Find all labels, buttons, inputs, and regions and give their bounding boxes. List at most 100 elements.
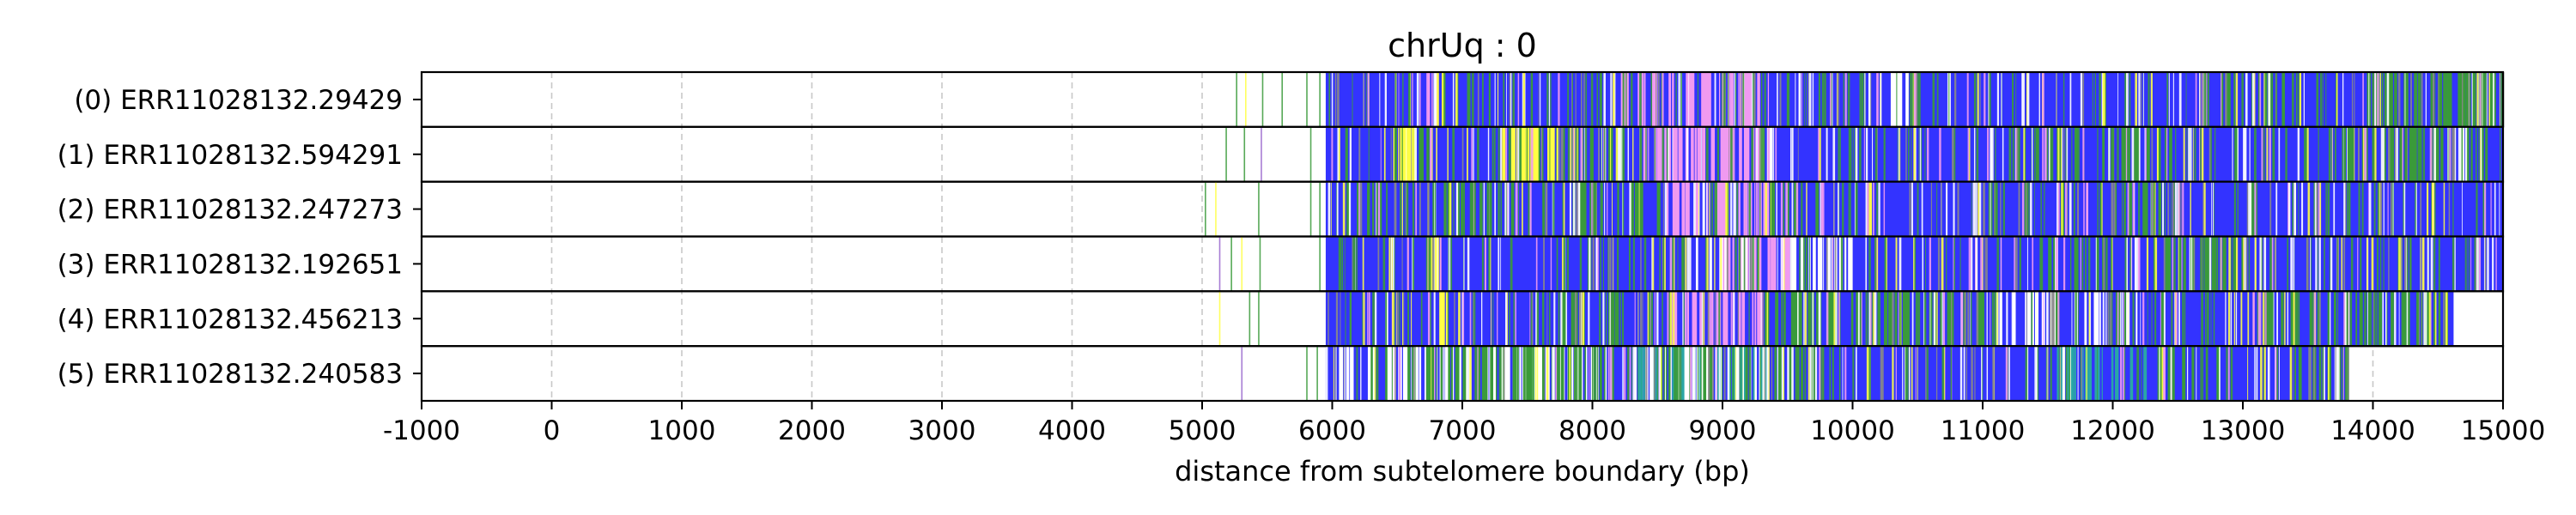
- track-mark: [1467, 236, 1470, 292]
- track-mark: [1640, 291, 1643, 347]
- track-mark: [1936, 181, 1938, 237]
- track-mark: [1375, 291, 1377, 347]
- track-mark: [1504, 346, 1507, 401]
- track-mark: [2102, 126, 2105, 182]
- track-mark: [1463, 181, 1465, 237]
- track-mark: [1502, 126, 1506, 182]
- track-mark: [1675, 126, 1678, 182]
- track-mark: [2422, 126, 2426, 182]
- track-mark: [1506, 72, 1507, 127]
- track-mark: [2111, 236, 2113, 292]
- track-mark: [2335, 291, 2336, 347]
- x-tick-label: 1000: [648, 415, 716, 446]
- track-mark: [1641, 72, 1643, 127]
- track-mark: [2487, 236, 2489, 292]
- track-mark: [2337, 291, 2339, 347]
- track-mark: [2138, 126, 2141, 182]
- track-mark: [2080, 346, 2082, 401]
- track-mark: [2169, 126, 2172, 182]
- track-mark: [1498, 126, 1500, 182]
- track-mark: [1543, 236, 1545, 292]
- track-mark: [1576, 346, 1578, 401]
- track-mark: [2373, 181, 2376, 237]
- track-mark: [1490, 291, 1492, 347]
- track-mark: [2030, 181, 2032, 237]
- track-mark: [2396, 126, 2398, 182]
- track-mark: [1606, 291, 1607, 347]
- track-mark: [2360, 291, 2363, 347]
- track-mark: [1563, 126, 1565, 182]
- track-mark: [1458, 291, 1461, 347]
- track-mark: [1399, 126, 1400, 182]
- track-mark: [2211, 236, 2215, 292]
- track-mark: [1716, 346, 1718, 401]
- track-mark: [1929, 291, 1933, 347]
- track-mark: [2050, 346, 2052, 401]
- track-mark: [1722, 236, 1724, 292]
- track-mark: [2166, 126, 2168, 182]
- track-mark: [1964, 291, 1966, 347]
- track-mark: [2000, 181, 2002, 237]
- track-mark: [1589, 126, 1592, 182]
- track-mark: [2251, 72, 2255, 127]
- track-mark: [1638, 181, 1640, 237]
- track-mark: [1918, 72, 1921, 127]
- track-mark: [1915, 291, 1918, 347]
- track-mark: [2336, 346, 2338, 401]
- track-mark: [1894, 291, 1898, 347]
- track-mark: [2001, 72, 2002, 127]
- track-mark: [1978, 181, 1980, 237]
- x-tick-label: 12000: [2070, 415, 2155, 446]
- track-mark: [2451, 236, 2455, 292]
- track-mark: [1610, 72, 1613, 127]
- track-mark: [1730, 181, 1733, 237]
- track-mark: [1430, 126, 1432, 182]
- track-mark: [2069, 72, 2072, 127]
- track-mark: [1669, 291, 1673, 347]
- track-mark: [1647, 291, 1649, 347]
- track-mark: [1978, 291, 1983, 347]
- track-mark: [1243, 126, 1246, 182]
- track-mark: [2213, 181, 2215, 237]
- track-mark: [1576, 291, 1578, 347]
- track-mark: [1819, 126, 1821, 182]
- track-mark: [1490, 346, 1492, 401]
- track-mark: [1508, 126, 1510, 182]
- track-mark: [1767, 72, 1770, 127]
- track-mark: [1706, 346, 1709, 401]
- track-mark: [1942, 291, 1946, 347]
- track-mark: [1864, 72, 1866, 127]
- track-mark: [2143, 346, 2148, 401]
- track-mark: [1738, 181, 1741, 237]
- track-mark: [2376, 236, 2379, 292]
- track-mark: [2086, 181, 2088, 237]
- track-mark: [2420, 126, 2422, 182]
- track-mark: [2146, 126, 2150, 182]
- track-mark: [1645, 346, 1648, 401]
- track-mark: [1380, 126, 1382, 182]
- track-mark: [2275, 181, 2278, 237]
- track-mark: [2052, 126, 2054, 182]
- track-mark: [2067, 346, 2069, 401]
- track-mark: [1688, 72, 1690, 127]
- track-mark: [1745, 346, 1748, 401]
- track-mark: [2033, 181, 2035, 237]
- track-mark: [2256, 346, 2258, 401]
- track-mark: [2088, 291, 2091, 347]
- track-mark: [1777, 72, 1778, 127]
- track-mark: [1817, 236, 1820, 292]
- track-mark: [1678, 72, 1680, 127]
- track-mark: [1705, 236, 1707, 292]
- track-mark: [1411, 291, 1413, 347]
- track-mark: [1516, 346, 1519, 401]
- read-track: [420, 125, 2505, 183]
- track-mark: [2199, 126, 2202, 182]
- track-mark: [1923, 291, 1925, 347]
- track-mark: [1542, 291, 1545, 347]
- track-mark: [2124, 236, 2127, 292]
- track-mark: [1908, 291, 1910, 347]
- track-mark: [1600, 236, 1601, 292]
- track-mark: [1865, 291, 1867, 347]
- track-mark: [1801, 346, 1804, 401]
- track-mark: [2163, 291, 2166, 347]
